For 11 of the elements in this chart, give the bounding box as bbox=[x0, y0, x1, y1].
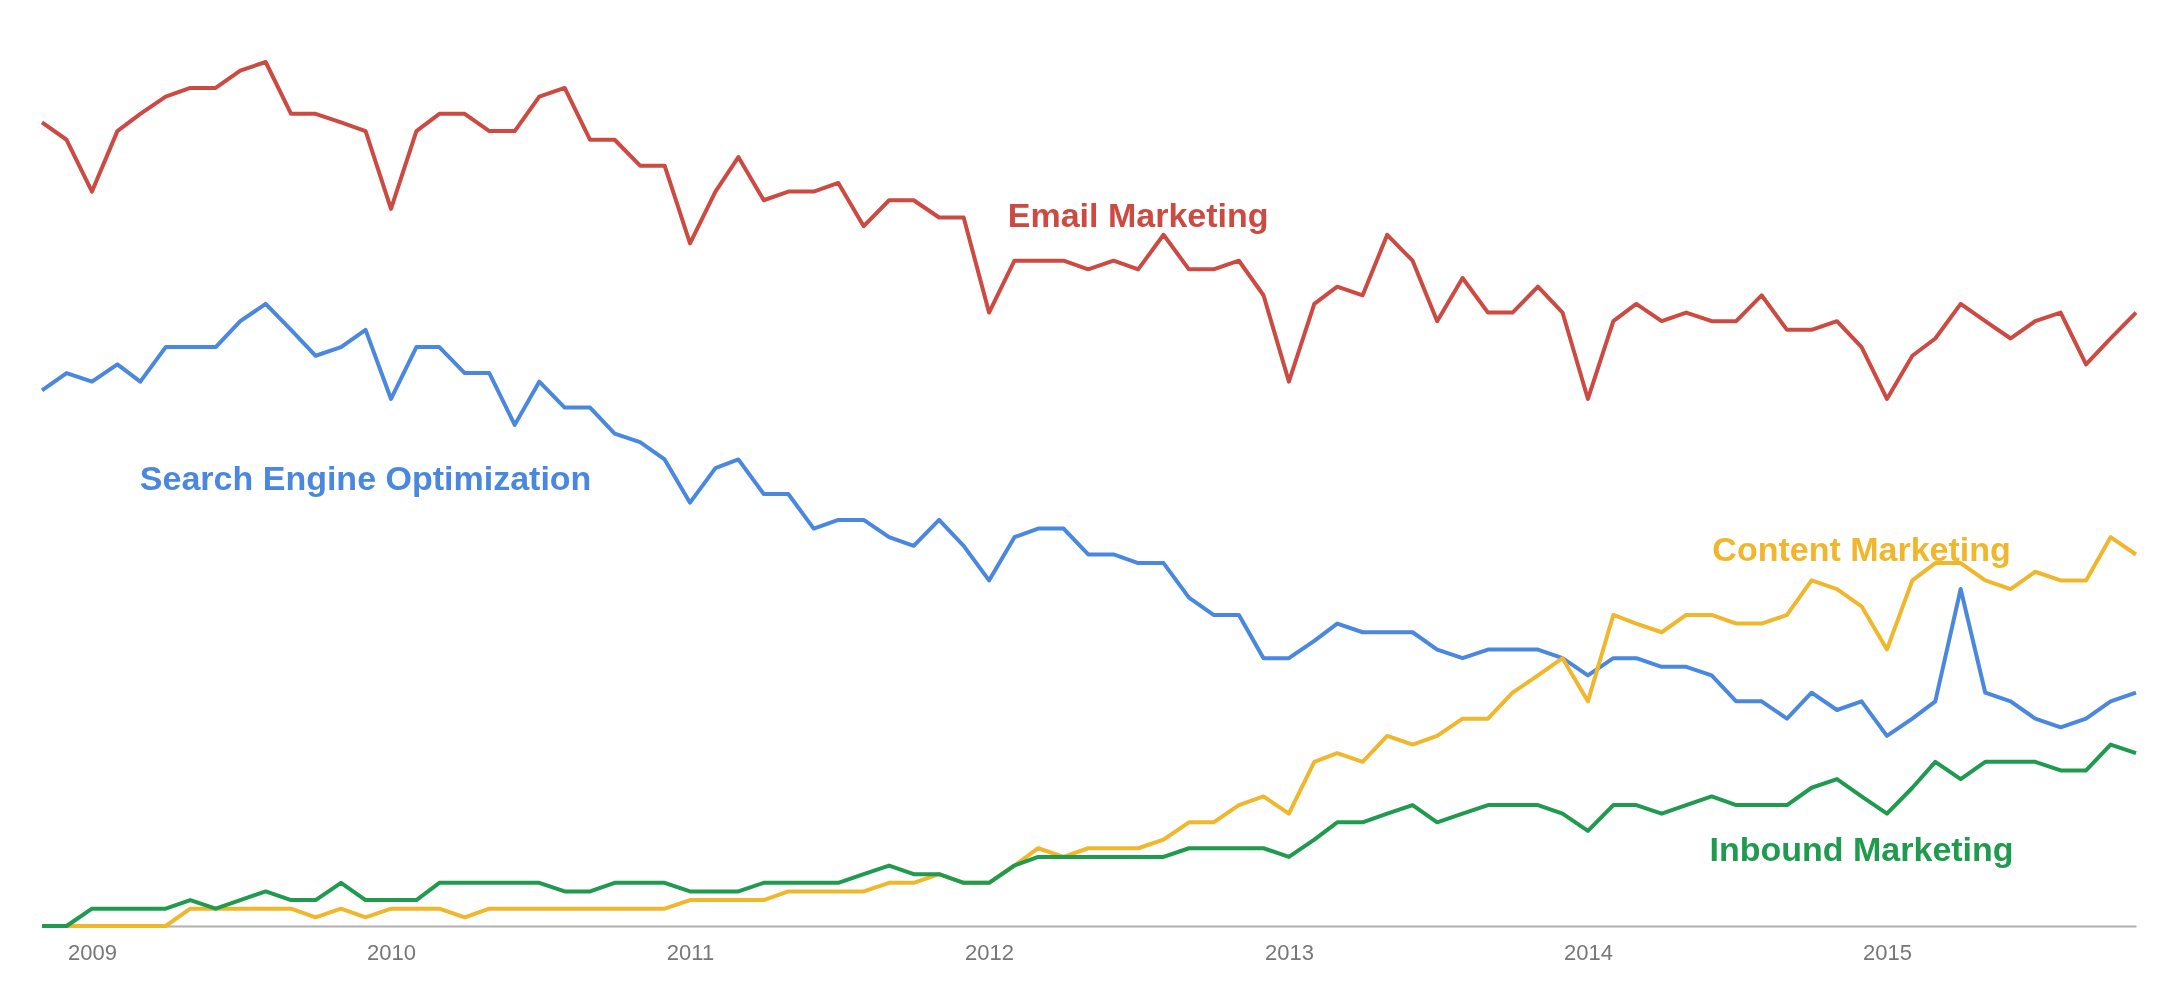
series-label: Inbound Marketing bbox=[1709, 830, 2014, 869]
x-tick-label: 2012 bbox=[965, 939, 1015, 965]
x-tick-label: 2013 bbox=[1264, 939, 1314, 965]
series-label: Content Marketing bbox=[1712, 530, 2011, 569]
x-tick-label: 2010 bbox=[367, 939, 416, 965]
series-label: Email Marketing bbox=[1007, 196, 1269, 235]
x-tick-label: 2011 bbox=[666, 939, 715, 965]
x-tick-label: 2015 bbox=[1862, 939, 1912, 965]
series-label: Search Engine Optimization bbox=[139, 458, 592, 497]
x-tick-label: 2014 bbox=[1563, 939, 1613, 965]
x-tick-label: 2009 bbox=[68, 939, 117, 965]
